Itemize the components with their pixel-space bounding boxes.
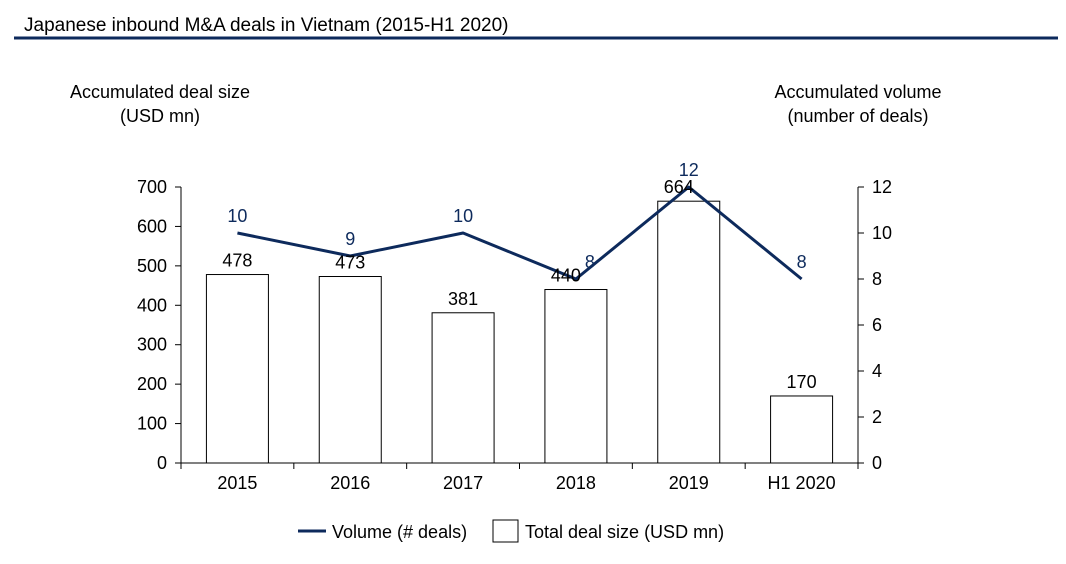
right-tick-label-1: 2 [872,407,882,427]
right-tick-label-0: 0 [872,453,882,473]
x-tick-label-1: 2016 [330,473,370,493]
bar-5 [770,395,834,464]
bar-value-label-0: 478 [222,251,252,271]
bar-value-label-2: 381 [448,289,478,309]
left-axis-title-line2: (USD mn) [120,106,200,126]
left-tick-label-3: 300 [137,335,167,355]
bar-2 [431,312,495,464]
x-tick-label-3: 2018 [556,473,596,493]
bar-0 [205,274,269,464]
legend-volume-label: Volume (# deals) [332,522,467,542]
left-tick-label-2: 200 [137,374,167,394]
x-tick-label-5: H1 2020 [768,473,836,493]
bar-3 [544,289,608,464]
bars-layer [205,200,834,464]
right-tick-label-2: 4 [872,361,882,381]
right-axis-title-line2: (number of deals) [787,106,928,126]
line-value-label-1: 9 [345,229,355,249]
bar-value-label-4: 664 [664,177,694,197]
line-value-label-3: 8 [585,252,595,272]
x-tick-label-2: 2017 [443,473,483,493]
axes-layer: 0 100 200 300 400 500 600 700 0 2 4 6 8 10 12 2015 2016 2… [137,177,892,493]
left-tick-label-4: 400 [137,295,167,315]
line-layer [237,185,803,281]
left-axis-title-line1: Accumulated deal size [70,82,250,102]
line-value-label-4: 12 [679,160,699,180]
bar-4 [657,200,721,464]
bar-value-label-3: 440 [551,266,581,286]
left-tick-label-5: 500 [137,256,167,276]
left-tick-label-1: 100 [137,414,167,434]
right-tick-label-4: 8 [872,269,882,289]
legend: Volume (# deals) Total deal size (USD mn… [298,519,724,543]
line-value-label-0: 10 [227,206,247,226]
left-tick-label-7: 700 [137,177,167,197]
x-tick-label-0: 2015 [217,473,257,493]
right-tick-label-5: 10 [872,223,892,243]
bar-value-label-1: 473 [335,253,365,273]
labels-layer: 478 473 381 440 664 170 10 9 10 8 12 8 [222,160,816,392]
left-tick-label-6: 600 [137,216,167,236]
right-axis-title-line1: Accumulated volume [774,82,941,102]
line-value-label-5: 8 [797,252,807,272]
legend-box-swatch [492,519,519,543]
right-tick-label-6: 12 [872,177,892,197]
chart-title: Japanese inbound M&A deals in Vietnam (2… [24,15,508,36]
bar-1 [318,276,382,464]
line-value-label-2: 10 [453,206,473,226]
bar-value-label-5: 170 [787,372,817,392]
left-tick-label-0: 0 [157,453,167,473]
x-tick-label-4: 2019 [669,473,709,493]
legend-deal-size-label: Total deal size (USD mn) [525,522,724,542]
volume-line [237,185,803,281]
right-tick-label-3: 6 [872,315,882,335]
